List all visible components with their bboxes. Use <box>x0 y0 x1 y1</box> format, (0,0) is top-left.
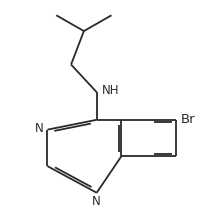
Text: N: N <box>92 195 101 208</box>
Text: Br: Br <box>181 112 196 126</box>
Text: N: N <box>35 122 44 135</box>
Text: NH: NH <box>102 84 120 97</box>
